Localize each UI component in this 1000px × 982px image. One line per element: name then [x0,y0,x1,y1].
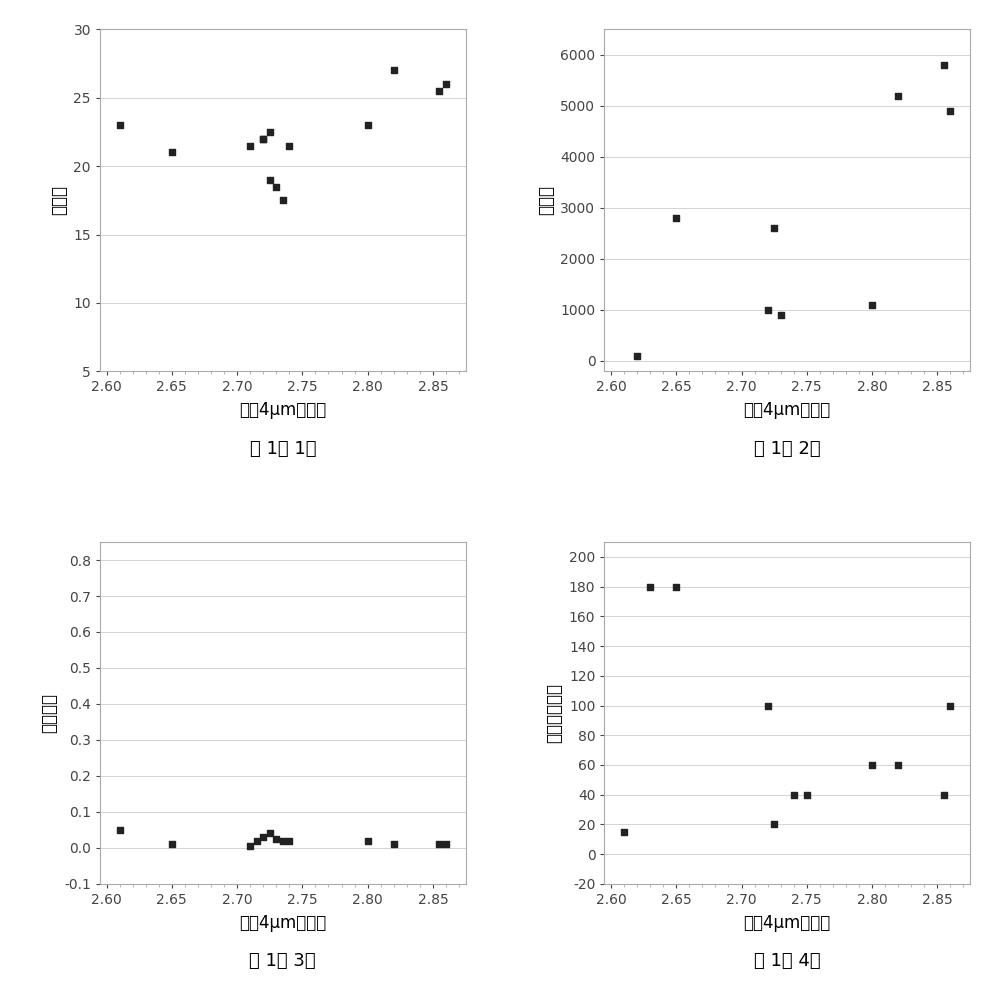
Point [629,348,645,363]
Y-axis label: 渗透率: 渗透率 [537,186,555,215]
Text: 图 1（ 1）: 图 1（ 1） [250,440,316,458]
Y-axis label: 最大孔隙半径: 最大孔隙半径 [545,682,563,743]
Point [616,824,632,840]
Point [112,822,128,838]
Text: 图 1（ 3）: 图 1（ 3） [249,953,316,970]
Point [360,117,376,133]
Point [281,137,297,153]
Point [864,297,880,312]
Point [890,757,906,773]
X-axis label: 小于4μm分维数: 小于4μm分维数 [744,914,831,932]
Point [281,833,297,848]
Point [386,63,402,79]
Text: 图 1（ 4）: 图 1（ 4） [754,953,821,970]
Y-axis label: 门槛压力: 门槛压力 [41,693,59,733]
Point [773,307,789,323]
Point [786,787,802,802]
Point [438,77,454,92]
X-axis label: 小于4μm分维数: 小于4μm分维数 [744,402,831,419]
Point [942,697,958,713]
Point [360,833,376,848]
Point [255,131,271,146]
Point [668,210,684,226]
Point [936,787,952,802]
Point [262,826,278,842]
Point [642,578,658,594]
Point [164,837,180,852]
Point [864,757,880,773]
Point [242,137,258,153]
Point [275,192,291,208]
Point [112,117,128,133]
Y-axis label: 孔隙度: 孔隙度 [50,186,68,215]
Point [668,578,684,594]
Point [760,697,776,713]
Point [438,837,454,852]
Point [799,787,815,802]
Point [242,839,258,854]
Point [268,179,284,194]
Point [268,831,284,846]
Point [255,131,271,146]
Point [262,172,278,188]
Point [431,837,447,852]
Point [760,302,776,318]
Point [890,88,906,104]
Text: 图 1（ 2）: 图 1（ 2） [754,440,821,458]
Point [255,829,271,845]
Point [431,83,447,99]
Point [386,837,402,852]
Point [164,144,180,160]
Point [249,833,265,848]
Point [275,833,291,848]
Point [766,221,782,237]
X-axis label: 小于4μm分维数: 小于4μm分维数 [239,914,326,932]
X-axis label: 小于4μm分维数: 小于4μm分维数 [239,402,326,419]
Point [942,103,958,119]
Point [936,57,952,73]
Point [766,816,782,832]
Point [262,124,278,139]
